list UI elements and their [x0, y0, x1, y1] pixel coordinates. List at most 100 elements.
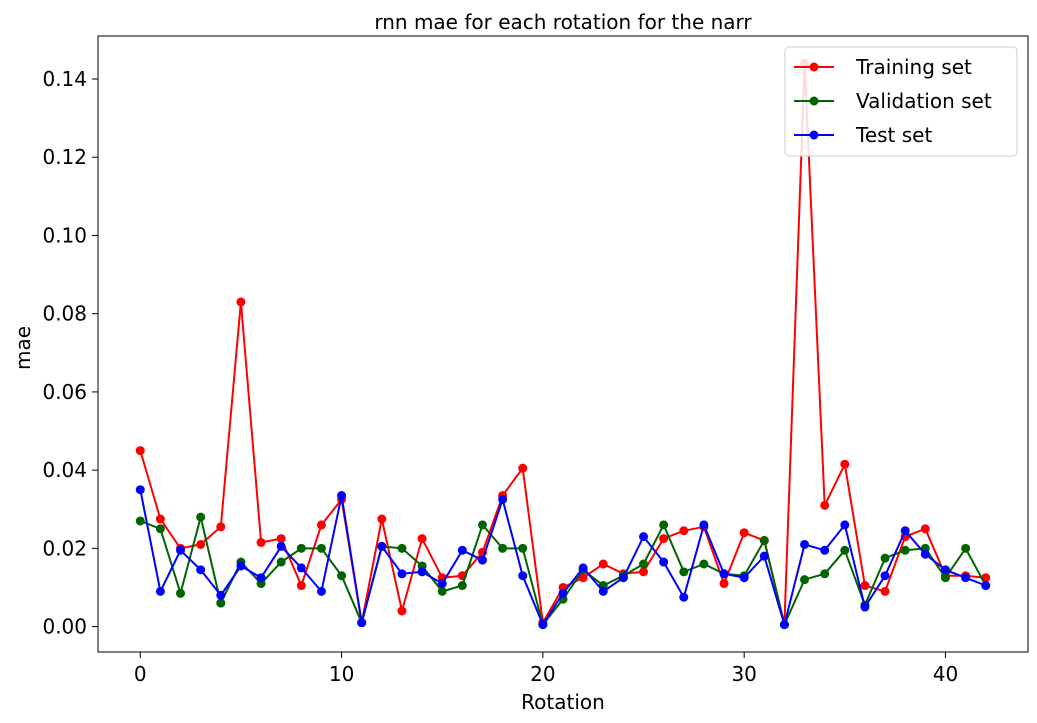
data-point — [437, 586, 447, 596]
legend-marker — [809, 96, 819, 106]
data-point — [679, 567, 689, 577]
y-tick-label: 0.08 — [42, 302, 87, 326]
data-point — [196, 539, 206, 549]
data-point — [920, 524, 930, 534]
data-point — [739, 528, 749, 538]
plot-area: 0 10 20 30 40 0.00 0.02 0.04 0.06 0.08 0.10 0.12 0.1… — [42, 35, 1029, 686]
data-point — [256, 573, 266, 583]
data-point — [639, 559, 649, 569]
data-point — [699, 520, 709, 530]
data-point — [236, 297, 246, 307]
data-point — [961, 543, 971, 553]
legend-label: Training set — [855, 55, 972, 79]
data-point — [196, 565, 206, 575]
data-point — [135, 485, 145, 495]
data-point — [659, 520, 669, 530]
data-point — [357, 618, 367, 628]
data-point — [397, 569, 407, 579]
data-point — [618, 573, 628, 583]
data-point — [498, 494, 508, 504]
data-point — [759, 536, 769, 546]
legend-box — [784, 46, 1018, 157]
data-point — [276, 534, 286, 544]
data-point — [518, 571, 528, 581]
data-point — [155, 586, 165, 596]
data-point — [236, 561, 246, 571]
data-point — [920, 549, 930, 559]
axes-frame — [97, 35, 1029, 653]
data-point — [155, 514, 165, 524]
data-point — [900, 526, 910, 536]
data-point — [659, 557, 669, 567]
x-tick-label: 0 — [134, 662, 147, 686]
data-point — [216, 590, 226, 600]
data-point — [518, 543, 528, 553]
x-axis-label: Rotation — [521, 690, 605, 714]
data-point — [820, 569, 830, 579]
data-point — [417, 567, 427, 577]
data-point — [860, 602, 870, 612]
y-tick-label: 0.12 — [42, 145, 87, 169]
y-tick-label: 0.02 — [42, 536, 87, 560]
data-point — [276, 541, 286, 551]
data-point — [518, 463, 528, 473]
data-point — [276, 557, 286, 567]
data-point — [900, 545, 910, 555]
data-point — [296, 563, 306, 573]
data-point — [457, 581, 467, 591]
data-point — [196, 512, 206, 522]
data-point — [679, 526, 689, 536]
data-point — [940, 573, 950, 583]
data-point — [719, 579, 729, 589]
y-tick-label: 0.14 — [42, 67, 87, 91]
data-point — [800, 539, 810, 549]
data-point — [598, 586, 608, 596]
data-point — [880, 586, 890, 596]
data-point — [578, 563, 588, 573]
y-axis-label: mae — [11, 326, 35, 370]
data-point — [940, 565, 950, 575]
data-point — [538, 620, 548, 630]
data-point — [397, 606, 407, 616]
chart-title: rnn mae for each rotation for the narr — [374, 10, 752, 34]
data-point — [840, 545, 850, 555]
data-point — [759, 551, 769, 561]
data-point — [498, 543, 508, 553]
data-point — [820, 500, 830, 510]
data-point — [860, 581, 870, 591]
y-tick-label: 0.10 — [42, 223, 87, 247]
data-point — [155, 524, 165, 534]
data-point — [880, 553, 890, 563]
y-tick-label: 0.00 — [42, 615, 87, 639]
data-point — [659, 534, 669, 544]
data-point — [316, 586, 326, 596]
data-point — [316, 520, 326, 530]
x-tick-label: 10 — [329, 662, 354, 686]
data-point — [961, 573, 971, 583]
data-point — [437, 579, 447, 589]
data-point — [820, 545, 830, 555]
data-point — [337, 571, 347, 581]
x-tick-label: 20 — [530, 662, 555, 686]
data-point — [779, 620, 789, 630]
data-point — [417, 534, 427, 544]
data-point — [598, 559, 608, 569]
data-point — [216, 522, 226, 532]
data-point — [639, 532, 649, 542]
x-tick-label: 40 — [933, 662, 958, 686]
data-point — [135, 446, 145, 456]
data-point — [256, 537, 266, 547]
data-point — [337, 491, 347, 501]
data-point — [800, 575, 810, 585]
data-point — [176, 588, 186, 598]
data-point — [377, 514, 387, 524]
data-point — [840, 520, 850, 530]
data-point — [739, 573, 749, 583]
data-point — [981, 581, 991, 591]
data-point — [477, 555, 487, 565]
y-tick-label: 0.06 — [42, 380, 87, 404]
data-point — [457, 545, 467, 555]
data-point — [296, 543, 306, 553]
data-point — [135, 516, 145, 526]
